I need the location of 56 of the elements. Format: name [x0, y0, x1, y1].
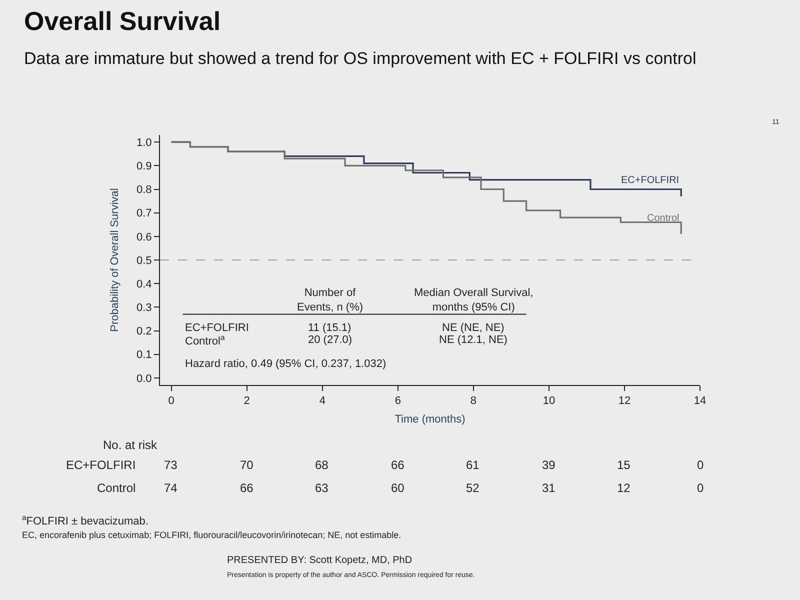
x-tick-label: 6 — [394, 395, 401, 408]
x-axis-title: Time (months) — [394, 413, 466, 426]
x-tick-label: 4 — [319, 395, 326, 408]
text: EC+FOLFIRI — [66, 458, 136, 472]
series-label: Control — [647, 213, 680, 224]
text: No. at risk — [103, 438, 158, 452]
y-tick-label: 0.9 — [136, 160, 152, 173]
annotation: Median Overall Survival, months (95% CI) — [414, 287, 534, 314]
y-tick-label: 0.3 — [136, 302, 152, 314]
annotation: Number of Events, n (%) — [297, 287, 364, 314]
text: 0 — [697, 481, 704, 495]
x-tick-label: 12 — [618, 395, 631, 408]
y-tick-label: 0.2 — [136, 326, 152, 338]
y-axis-title: Probability of Overall Survival — [109, 188, 122, 332]
text: 74 — [164, 481, 178, 495]
text: 60 — [391, 481, 405, 495]
x-tick-label: 8 — [470, 395, 476, 408]
text: 70 — [240, 458, 254, 472]
text: Control — [97, 481, 136, 495]
y-tick-label: 0.0 — [136, 372, 152, 385]
y-tick-label: 1.0 — [136, 136, 152, 149]
text: 68 — [315, 458, 329, 472]
y-tick-label: 0.1 — [136, 349, 152, 362]
x-tick-label: 2 — [244, 395, 250, 408]
text: 0 — [697, 458, 704, 472]
y-tick-label: 0.6 — [136, 231, 152, 244]
text: 66 — [391, 458, 405, 472]
annotation: EC+FOLFIRI — [185, 322, 249, 334]
text: 12 — [617, 481, 631, 495]
x-tick-label: 0 — [168, 395, 174, 408]
annotation: 20 (27.0) — [308, 334, 352, 346]
y-tick-label: 0.7 — [136, 208, 152, 220]
annotation: Hazard ratio, 0.49 (95% CI, 0.237, 1.032) — [185, 358, 386, 370]
text: PRESENTED BY: Scott Kopetz, MD, PhD — [227, 555, 412, 566]
y-tick-label: 0.8 — [136, 184, 152, 196]
text: 63 — [315, 481, 329, 495]
annotation: 11 (15.1) — [308, 322, 352, 334]
text: 66 — [240, 481, 254, 495]
annotation: Control$^{a}$ — [185, 333, 226, 348]
x-tick-label: 14 — [694, 395, 706, 408]
text: 31 — [542, 481, 556, 495]
text: 73 — [164, 458, 178, 472]
y-tick-label: 0.5 — [136, 254, 152, 267]
text: 52 — [466, 481, 480, 495]
text: 39 — [542, 458, 556, 472]
chart-subtitle: Data are immature but showed a trend for OS improvement with EC + FOLFIRI vs control — [24, 48, 696, 68]
text: EC, encorafenib plus cetuximab; FOLFIRI, fluorouracil/leucovorin/irinotecan; NE, not estimable. — [22, 530, 402, 540]
chart-title: Overall Survival — [24, 6, 221, 36]
series-label: EC+FOLFIRI — [621, 175, 680, 186]
text: 61 — [466, 458, 480, 472]
text: $^{a}$FOLFIRI ± bevacizumab. — [22, 513, 148, 528]
text: 15 — [617, 458, 631, 472]
y-tick-label: 0.4 — [136, 278, 152, 290]
annotation: NE (12.1, NE) — [439, 334, 508, 346]
annotation: NE (NE, NE) — [442, 322, 504, 334]
x-tick-label: 10 — [542, 395, 556, 408]
